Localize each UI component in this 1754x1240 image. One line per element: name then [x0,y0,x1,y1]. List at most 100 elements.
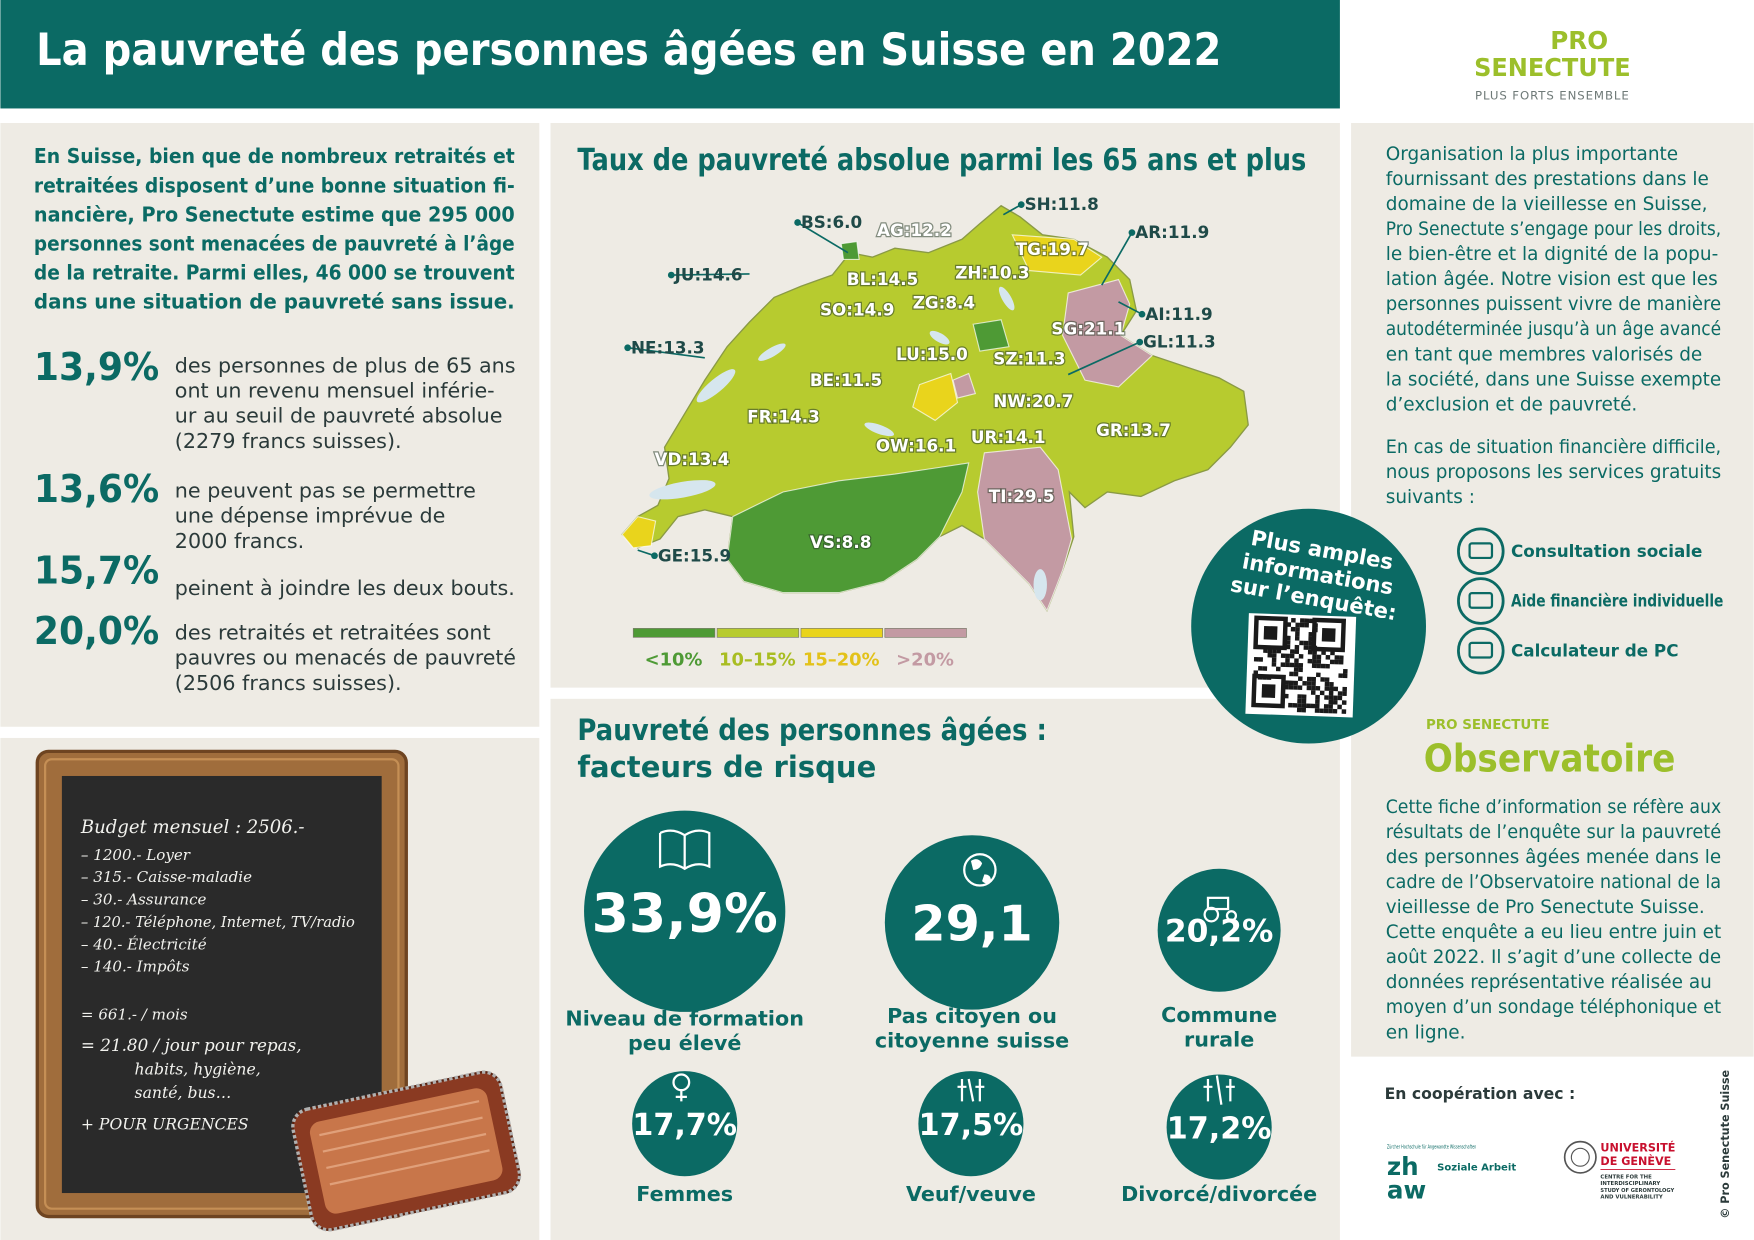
qr-module [1289,653,1295,659]
qr-module [1271,653,1277,658]
service-icon-glyph [1468,592,1494,609]
qr-module [1325,654,1331,660]
qr-module [1310,690,1316,695]
canton-region [1062,278,1153,388]
about-text: Pro Senectute s’engage pour les droits, [1386,219,1721,240]
qr-module [1311,663,1317,669]
logo-tagline: PLUS FORTS ENSEMBLE [1475,89,1630,103]
zhaw-wordmark: zh [1387,1152,1419,1181]
canton-label: GE:15.9 [658,545,731,565]
risk-title: Pauvreté des personnes âgées : [577,713,1047,747]
qr-module [1301,694,1307,700]
lake [1033,569,1047,601]
qr-module [1292,703,1298,708]
qr-module [1315,694,1320,700]
qr-module [1316,659,1322,664]
icon-tractor-wheel [1203,906,1220,923]
qr-module [1342,686,1347,692]
budget-item: – 40.- Électricité [81,935,207,953]
qr-module [1325,663,1330,669]
budget-emergency: + POUR URGENCES [81,1114,249,1133]
qr-module [1295,631,1300,637]
intro-line: de la retraite. Parmi elles, 46 000 se t… [34,261,515,285]
risk-circle [1166,1074,1272,1180]
qr-module [1307,658,1313,664]
risk-circle [584,810,786,1012]
qr-module [1262,666,1268,671]
canton-label: BL:14.5 [847,269,919,289]
qr-module [1298,667,1303,673]
qr-module [1300,618,1305,623]
cooperation-title: En coopération avec : [1385,1084,1576,1103]
zhaw-wordmark: aw [1387,1176,1426,1205]
canton-label: UR:14.1 [971,427,1046,447]
risk-circle [884,835,1060,1010]
qr-module [1297,703,1302,708]
about-text: En cas de situation financière difficile… [1386,437,1721,458]
canton-region [1011,234,1103,276]
risk-label: Femmes [636,1182,733,1206]
qr-module [1304,618,1310,624]
header-bar [0,0,1340,109]
qr-finder [1253,615,1288,651]
leader-dot [651,552,658,560]
icon-tractor [1206,896,1230,911]
logo-name: SENECTUTE [1474,53,1631,82]
map-title: Taux de pauvreté absolue parmi les 65 an… [577,143,1306,178]
risk-value: 17,7% [632,1108,737,1143]
stat-text: (2506 francs suisses). [175,671,402,695]
qr-finder [1263,625,1278,640]
unige-seal-inner [1570,1147,1590,1167]
about-text: lation âgée. Notre vision est que les [1386,269,1718,290]
risk-value: 33,9% [592,881,778,944]
lake [696,369,736,403]
leader-line [1118,301,1143,315]
budget-item: – 120.- Téléphone, Internet, TV/radio [81,913,355,931]
qr-module [1298,662,1304,668]
qr-module [1337,691,1343,696]
qr-module [1258,666,1263,671]
unige-name: UNIVERSITÉ [1600,1142,1675,1155]
qr-module [1316,672,1321,678]
qr-module [1320,663,1326,669]
stat-text: 2000 francs. [175,529,304,553]
leader-dot [1138,310,1146,318]
qr-module [1297,676,1303,682]
risk-label: Veuf/veuve [906,1182,1036,1206]
qr-module [1258,657,1264,662]
lake [864,422,895,437]
qr-module [1285,658,1290,663]
canton-label: SH:11.8 [1025,194,1099,214]
qr-module [1311,685,1316,691]
qr-module [1295,622,1301,628]
risk-label: citoyenne suisse [875,1029,1069,1053]
qr-module [1310,703,1316,709]
qr-module [1311,681,1316,686]
about-text: nous proposons les services gratuits [1386,462,1721,483]
budget-item: – 140.- Impôts [81,958,190,976]
wallet [291,1070,522,1232]
about-text: moyen d’un sondage téléphonique et [1386,997,1721,1018]
stat-text: ur au seuil de pauvreté absolue [175,404,503,428]
budget-title: Budget mensuel : 2506.- [80,816,305,838]
canton-label: OW:16.1 [876,436,956,456]
intro-line: En Suisse, bien que de nombreux retraité… [34,144,515,168]
canton-label: AG:12.2 [877,220,952,240]
logo-name: PRO [1550,26,1608,55]
risk-value: 17,2% [1167,1111,1272,1146]
canton-label: VD:13.4 [654,449,729,469]
qr-module [1304,622,1309,628]
canton-label: FR:14.3 [747,407,819,427]
canton-label: SO:14.9 [820,299,894,319]
canton-label: SG:21.1 [1051,318,1125,338]
about-text: domaine de la vieillesse en Suisse, [1386,194,1708,215]
canton-region [912,372,959,422]
qr-module [1297,685,1303,690]
leader-line [1067,341,1141,376]
stat-value: 13,6% [34,467,159,511]
risk-label: Commune [1161,1003,1277,1027]
qr-module [1289,662,1295,668]
qr-module [1271,662,1277,667]
icon-book [658,829,711,871]
